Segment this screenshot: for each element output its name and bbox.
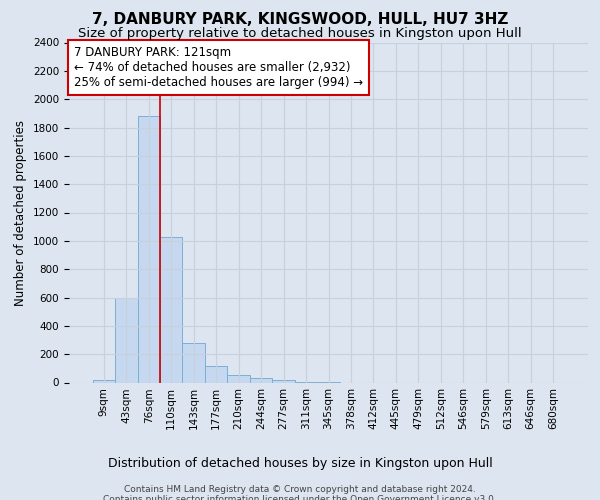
Bar (115, 298, 137, 382)
Text: 7, DANBURY PARK, KINGSWOOD, HULL, HU7 3HZ: 7, DANBURY PARK, KINGSWOOD, HULL, HU7 3H… (92, 12, 508, 28)
Text: Distribution of detached houses by size in Kingston upon Hull: Distribution of detached houses by size … (107, 458, 493, 470)
Text: Size of property relative to detached houses in Kingston upon Hull: Size of property relative to detached ho… (78, 28, 522, 40)
Bar (92, 380, 115, 382)
Bar (250, 378, 272, 382)
Text: Contains HM Land Registry data © Crown copyright and database right 2024.
Contai: Contains HM Land Registry data © Crown c… (103, 485, 497, 500)
Bar (182, 343, 205, 382)
Bar (227, 376, 250, 382)
Y-axis label: Number of detached properties: Number of detached properties (14, 120, 28, 306)
Text: 7 DANBURY PARK: 121sqm
← 74% of detached houses are smaller (2,932)
25% of semi-: 7 DANBURY PARK: 121sqm ← 74% of detached… (74, 46, 364, 89)
Bar (160, 236, 182, 382)
Bar (205, 366, 227, 382)
Bar (272, 380, 295, 382)
Bar (137, 116, 160, 382)
